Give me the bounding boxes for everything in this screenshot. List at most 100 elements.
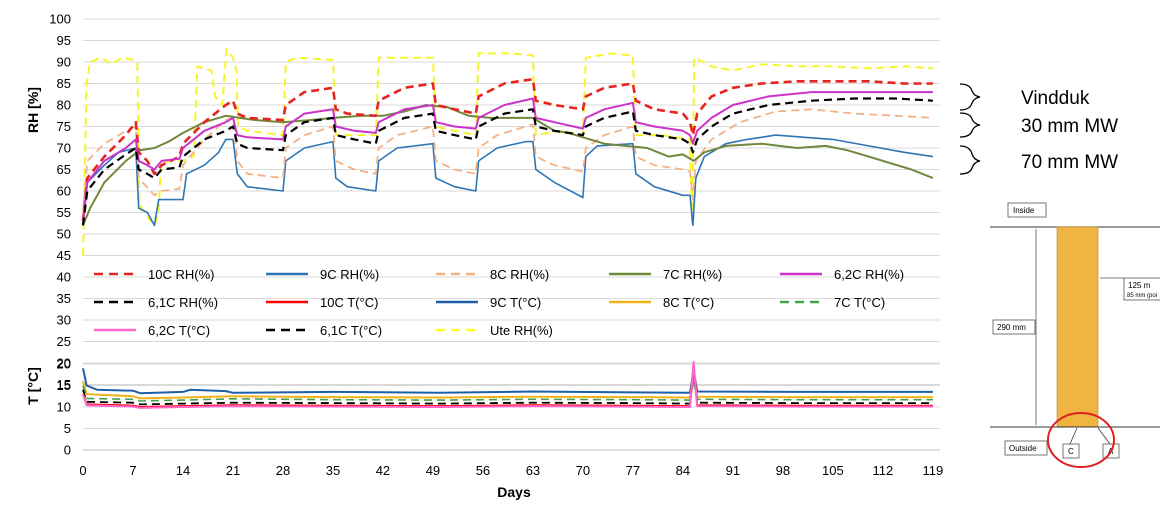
legend-label: 7C RH(%) — [663, 267, 722, 282]
series-line-6-1c-rh- — [81, 97, 933, 226]
y-tick-label: 100 — [49, 12, 71, 27]
legend-label: 8C RH(%) — [490, 267, 549, 282]
y-tick-label: 85 — [57, 76, 71, 91]
x-tick-label: 70 — [576, 463, 590, 478]
series-line-ute-rh- — [82, 48, 933, 256]
legend-label: 6,2C RH(%) — [834, 267, 904, 282]
t-axis-label: T [°C] — [25, 367, 41, 404]
insulation-layer — [1056, 226, 1099, 428]
legend-item: 9C T(°C) — [436, 295, 541, 310]
x-tick-label: 49 — [426, 463, 440, 478]
legend-label: Ute RH(%) — [490, 323, 553, 338]
y-tick-label: 5 — [64, 421, 71, 436]
point-c-label: C — [1068, 447, 1074, 456]
series-lines — [81, 48, 934, 409]
legend-item: 10C T(°C) — [266, 295, 378, 310]
legend-item: 7C T(°C) — [780, 295, 885, 310]
legend-item: 10C RH(%) — [94, 267, 214, 282]
series-line-10c-rh- — [81, 77, 933, 222]
annotation-30mm: 30 mm MW — [1021, 116, 1118, 137]
annotation-70mm: 70 mm MW — [1021, 152, 1118, 173]
legend-item: 6,2C T(°C) — [94, 323, 210, 338]
x-tick-label: 56 — [476, 463, 490, 478]
y-tick-label: 60 — [57, 184, 71, 199]
y-tick-label: 30 — [57, 313, 71, 328]
series-line-7c-t-c- — [82, 380, 933, 402]
y-tick-label: 15 — [57, 377, 71, 392]
legend-label: 9C RH(%) — [320, 267, 379, 282]
inside-label-box — [1007, 202, 1047, 218]
legend-label: 6,1C T(°C) — [320, 323, 382, 338]
legend-label: 10C T(°C) — [320, 295, 378, 310]
x-tick-labels: 0 7 14 21 28 35 42 49 56 63 70 77 84 91 98 105 112 119 — [79, 463, 943, 478]
legend-label: 8C T(°C) — [663, 295, 714, 310]
legend-item: 6,1C RH(%) — [94, 295, 218, 310]
x-tick-label: 28 — [276, 463, 290, 478]
x-tick-label: 42 — [376, 463, 390, 478]
legend-label: 9C T(°C) — [490, 295, 541, 310]
grid-lines — [83, 18, 940, 451]
inside-label: Inside — [1013, 206, 1035, 215]
x-tick-label: 98 — [776, 463, 790, 478]
y-tick-label: 35 — [57, 291, 71, 306]
x-tick-label: 105 — [822, 463, 844, 478]
y-tick-labels: 1009590858075706560555045403530252015201… — [49, 12, 71, 458]
legend-item: 8C T(°C) — [609, 295, 714, 310]
x-tick-label: 77 — [626, 463, 640, 478]
y-tick-label: 80 — [57, 98, 71, 113]
wall-diagram: Inside 290 mm 125 m 85 mm (poi Outside C… — [990, 202, 1160, 468]
x-tick-label: 84 — [676, 463, 690, 478]
x-tick-label: 91 — [726, 463, 740, 478]
legend-item: 8C RH(%) — [436, 267, 549, 282]
bracket-70mm — [959, 145, 981, 175]
outside-label: Outside — [1009, 444, 1037, 453]
legend-item: 9C RH(%) — [266, 267, 379, 282]
x-tick-label: 0 — [79, 463, 86, 478]
y-tick-label: 55 — [57, 205, 71, 220]
point-c-leader — [1069, 427, 1078, 445]
legend-label: 6,1C RH(%) — [148, 295, 218, 310]
rh-axis-label: RH [%] — [25, 87, 41, 133]
legend-label: 10C RH(%) — [148, 267, 214, 282]
legend-label: 7C T(°C) — [834, 295, 885, 310]
point-c-box — [1062, 443, 1080, 459]
y-tick-label: 15 — [57, 378, 71, 393]
y-tick-label: 45 — [57, 248, 71, 263]
x-tick-label: 21 — [226, 463, 240, 478]
x-tick-label: 35 — [326, 463, 340, 478]
annotation-brackets — [959, 83, 981, 175]
y-tick-label: 40 — [57, 270, 71, 285]
x-tick-label: 63 — [526, 463, 540, 478]
legend-item: 6,2C RH(%) — [780, 267, 904, 282]
y-tick-label: 65 — [57, 162, 71, 177]
x-tick-label: 112 — [872, 463, 893, 478]
y-tick-label: 25 — [57, 334, 71, 349]
series-line-6-2c-rh- — [82, 91, 933, 222]
point-a-leader — [1097, 427, 1111, 445]
legend: 10C RH(%) 9C RH(%) 8C RH(%) 7C RH(%) 6,2C RH… — [94, 267, 904, 338]
legend-item: 7C RH(%) — [609, 267, 722, 282]
y-tick-label: 20 — [57, 356, 71, 371]
legend-item: 6,1C T(°C) — [266, 323, 382, 338]
y-tick-label: 0 — [64, 443, 71, 458]
y-tick-label: 20 — [57, 357, 71, 372]
x-axis-label: Days — [497, 484, 531, 500]
annotation-vindduk: Vindduk — [1021, 88, 1090, 109]
x-tick-label: 7 — [129, 463, 136, 478]
dimension-label-box — [1123, 277, 1160, 301]
dimension-sublabel: 85 mm (poi — [1127, 293, 1157, 299]
x-tick-label: 14 — [176, 463, 190, 478]
series-line-7c-rh- — [82, 104, 934, 226]
legend-label: 6,2C T(°C) — [148, 323, 210, 338]
x-tick-label: 119 — [922, 463, 943, 478]
series-line-8c-rh- — [82, 108, 933, 213]
series-line-9c-rh- — [82, 134, 934, 227]
dimension-label: 125 m — [1128, 281, 1151, 290]
height-label: 290 mm — [997, 323, 1026, 332]
outside-label-box — [1004, 440, 1048, 456]
y-tick-label: 70 — [57, 141, 71, 156]
y-tick-label: 10 — [57, 400, 71, 415]
height-label-box — [992, 319, 1036, 335]
